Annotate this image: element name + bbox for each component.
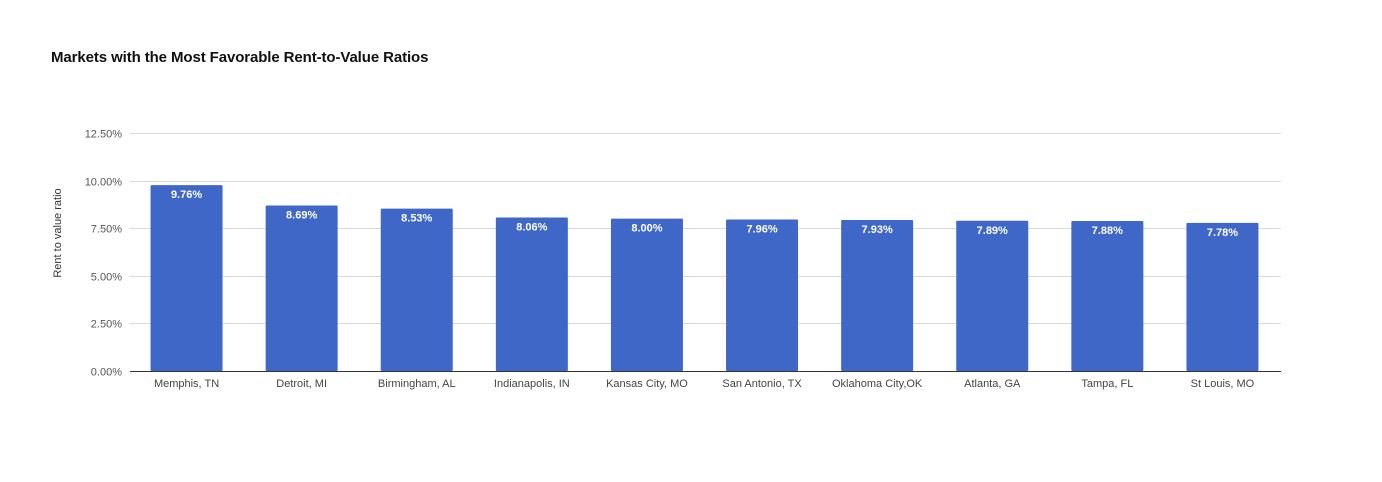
- bar: [956, 220, 1029, 371]
- y-tick-label: 7.50%: [91, 224, 122, 236]
- x-category-label: Birmingham, AL: [378, 378, 456, 390]
- y-tick-label: 12.50%: [85, 129, 123, 141]
- bar-data-label: 7.93%: [862, 224, 893, 236]
- bars: 9.76% 8.69% 8.53% 8.06% 8.00% 7.96% 7.93% 7.89%…: [150, 185, 1259, 371]
- y-axis-title: Rent to value ratio: [52, 188, 64, 277]
- x-category-label: Memphis, TN: [154, 378, 219, 390]
- bar-data-label: 8.00%: [631, 223, 662, 235]
- x-category-label: Oklahoma City,OK: [832, 378, 923, 390]
- bar: [1186, 222, 1259, 371]
- bar-data-label: 9.76%: [171, 189, 202, 201]
- y-tick-label: 2.50%: [91, 319, 122, 331]
- x-category-label: San Antonio, TX: [722, 378, 802, 390]
- x-category-label: Detroit, MI: [276, 378, 327, 390]
- bar-data-label: 8.69%: [286, 210, 317, 222]
- bar: [380, 208, 453, 371]
- x-category-label: Tampa, FL: [1081, 378, 1133, 390]
- bar: [265, 205, 338, 371]
- y-tick-label: 10.00%: [85, 177, 123, 189]
- bar: [150, 185, 223, 371]
- bar: [841, 220, 914, 371]
- bar: [495, 217, 568, 371]
- x-category-label: Indianapolis, IN: [494, 378, 570, 390]
- chart-title: Markets with the Most Favorable Rent-to-…: [51, 49, 429, 66]
- bar-data-label: 7.89%: [977, 225, 1008, 237]
- x-axis-categories: Memphis, TN Detroit, MI Birmingham, AL Indi…: [154, 378, 1255, 390]
- y-tick-label: 5.00%: [91, 272, 122, 284]
- y-axis-ticks: 0.00% 2.50% 5.00% 7.50% 10.00% 12.50%: [85, 129, 123, 379]
- bar-data-label: 7.96%: [746, 223, 777, 235]
- bar-data-label: 7.88%: [1092, 225, 1123, 237]
- x-category-label: Kansas City, MO: [606, 378, 688, 390]
- x-category-label: St Louis, MO: [1191, 378, 1255, 390]
- bar-data-label: 8.06%: [516, 222, 547, 234]
- bar: [726, 219, 799, 371]
- bar-data-label: 7.78%: [1207, 227, 1238, 239]
- bar: [610, 218, 683, 371]
- y-tick-label: 0.00%: [91, 367, 122, 379]
- x-category-label: Atlanta, GA: [964, 378, 1021, 390]
- bar-data-label: 8.53%: [401, 213, 432, 225]
- bar: [1071, 220, 1144, 371]
